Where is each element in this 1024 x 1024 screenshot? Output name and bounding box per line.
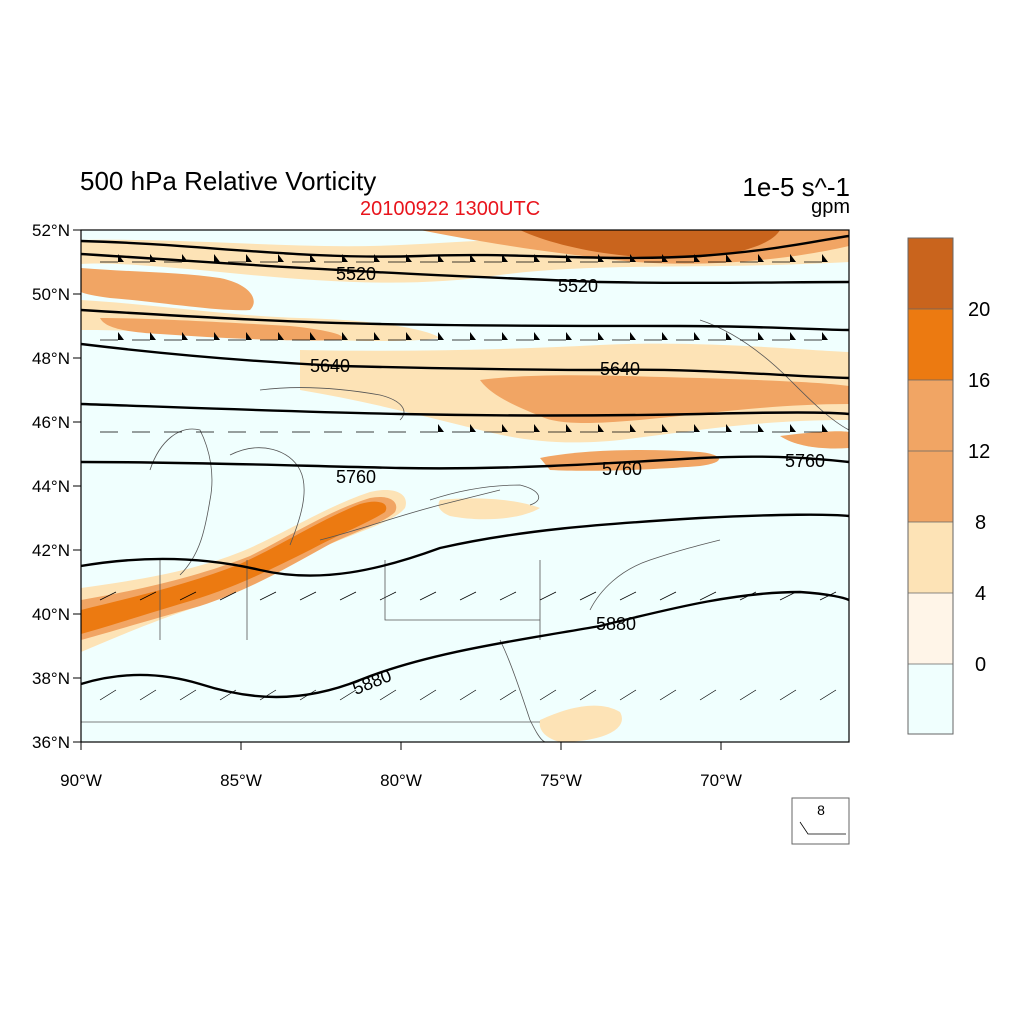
lat-tick-label: 42°N [32, 541, 70, 560]
lat-tick-label: 44°N [32, 477, 70, 496]
barb-field-far-south [99, 689, 837, 701]
wind-pennants [118, 254, 828, 432]
lat-tick-label: 50°N [32, 285, 70, 304]
colorbar-labels: 20 16 12 8 4 0 [968, 299, 990, 676]
lat-tick-label: 36°N [32, 733, 70, 752]
lake-superior-outline [259, 387, 405, 421]
colorbar-label: 4 [975, 583, 986, 605]
contour-5820 [81, 513, 849, 577]
lat-tick-label: 40°N [32, 605, 70, 624]
colorbar [907, 237, 954, 735]
lake-erie-outline [319, 489, 501, 541]
vort-band-45n-east [780, 431, 849, 449]
colorbar-bin-16-20 [908, 309, 953, 380]
michigan-outline [229, 447, 305, 546]
contour-label: 5880 [596, 614, 636, 634]
contour-north [81, 234, 849, 260]
lat-tick-label: 46°N [32, 413, 70, 432]
wind-barbs [99, 261, 837, 701]
lat-tick-label: 52°N [32, 221, 70, 240]
reference-vector-box: 8 [791, 797, 850, 845]
vort-se-patch [539, 705, 622, 742]
st-lawrence-coast [699, 319, 849, 431]
map-plot-area [81, 230, 849, 742]
height-contours [81, 234, 849, 699]
map-title: 500 hPa Relative Vorticity [80, 166, 377, 196]
datetime-label: 20100922 1300UTC [360, 198, 541, 220]
contour-5760 [81, 455, 849, 470]
reference-vector-label: 8 [817, 802, 825, 818]
colorbar-bin-4-8 [908, 522, 953, 593]
contour-label: 5760 [336, 467, 376, 487]
units-label: 1e-5 s^-1 [742, 172, 850, 202]
lon-tick-label: 85°W [220, 771, 262, 790]
barb-field-south [99, 591, 837, 601]
lake-michigan-outline [149, 428, 213, 576]
colorbar-label: 8 [975, 512, 986, 534]
contour-5580 [81, 308, 849, 332]
vort-band-49n [100, 318, 343, 341]
state-lines [159, 560, 541, 640]
lat-axis: 52°N 50°N 48°N 46°N 44°N 42°N 40°N 38°N … [32, 221, 81, 752]
contour-label: 5760 [602, 459, 642, 479]
lon-tick-label: 75°W [540, 771, 582, 790]
reference-barb-icon [799, 821, 846, 835]
vort-band-47n-core [480, 375, 849, 423]
colorbar-bin-below-0 [908, 664, 953, 734]
contour-5880 [81, 590, 849, 699]
lat-tick-label: 38°N [32, 669, 70, 688]
colorbar-label: 0 [975, 654, 986, 676]
colorbar-label: 12 [968, 441, 990, 463]
colorbar-bin-8-12 [908, 451, 953, 522]
lat-tick-label: 48°N [32, 349, 70, 368]
political-boundaries [81, 319, 849, 742]
contour-label: 5520 [558, 276, 598, 296]
contour-5640 [81, 342, 849, 380]
lake-ontario-outline [429, 484, 540, 506]
contour-units-label: gpm [811, 196, 850, 218]
chesapeake-coast [499, 639, 546, 742]
colorbar-bin-0-4 [908, 593, 953, 664]
colorbar-label: 16 [968, 370, 990, 392]
lon-tick-label: 90°W [60, 771, 102, 790]
lon-tick-label: 70°W [700, 771, 742, 790]
contour-5700 [81, 402, 849, 417]
contour-label: 5760 [785, 451, 825, 471]
vort-top-max [520, 230, 780, 259]
vort-band-50n [81, 268, 254, 311]
contour-label: 5640 [310, 356, 350, 376]
vorticity-shading [81, 230, 849, 742]
colorbar-label: 20 [968, 299, 990, 321]
vort-band-sw-core [81, 501, 387, 634]
colorbar-bin-12-16 [908, 380, 953, 451]
colorbar-bin-20-plus [908, 238, 953, 309]
lon-axis: 90°W 85°W 80°W 75°W 70°W [60, 742, 742, 790]
vort-lake-erie [438, 498, 540, 520]
northeast-coast [589, 539, 721, 611]
contour-label: 5640 [600, 359, 640, 379]
contour-label: 5520 [336, 264, 376, 284]
lon-tick-label: 80°W [380, 771, 422, 790]
contour-5520 [81, 252, 849, 285]
